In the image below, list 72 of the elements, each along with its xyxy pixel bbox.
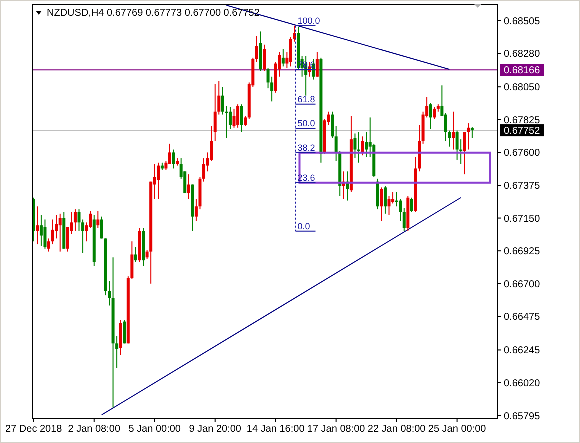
candlestick <box>429 102 432 130</box>
candlestick <box>255 36 258 63</box>
candlestick <box>402 208 406 232</box>
candlestick <box>380 187 384 222</box>
candlestick <box>187 174 190 200</box>
candlestick <box>456 130 459 160</box>
y-tick-label: 0.66700 <box>504 279 541 290</box>
candlestick <box>123 320 126 344</box>
candlestick <box>108 280 111 306</box>
y-tick-label: 0.66245 <box>504 346 541 357</box>
candlestick <box>240 104 244 133</box>
y-tick-label: 0.67825 <box>504 115 541 126</box>
candlestick <box>467 123 470 150</box>
x-tick-label: 22 Jan 08:00 <box>368 424 426 435</box>
candlestick <box>331 111 334 139</box>
candlestick <box>44 219 47 250</box>
x-tick-label: 9 Jan 20:00 <box>189 424 242 435</box>
candlestick <box>452 111 456 150</box>
candlestick <box>316 52 319 78</box>
x-tick-label: 14 Jan 16:00 <box>246 424 306 435</box>
y-tick-label: 0.66925 <box>504 246 541 258</box>
candlestick <box>58 213 62 252</box>
y-tick-label: 0.65795 <box>504 411 541 422</box>
y-tick-label: 0.68505 <box>504 16 541 28</box>
candlestick <box>172 149 176 170</box>
candlestick <box>51 219 54 246</box>
annotation: 100.0 <box>298 16 320 26</box>
y-tick-label: 0.67150 <box>504 214 541 225</box>
y-tick-label: 0.67600 <box>504 148 541 160</box>
candlestick <box>214 84 217 142</box>
candlestick <box>232 108 236 128</box>
x-tick-label: 2 Jan 08:00 <box>68 424 121 435</box>
candlestick <box>100 216 104 240</box>
candlestick <box>388 196 391 216</box>
candlestick <box>263 44 266 72</box>
annotation: 50.0 <box>298 118 316 129</box>
x-tick-label: 17 Jan 08:00 <box>307 424 366 435</box>
candlestick <box>228 107 232 130</box>
candlestick <box>354 133 357 160</box>
candlestick <box>48 238 51 252</box>
candlestick <box>168 143 172 165</box>
candlestick <box>244 116 248 127</box>
candlestick <box>392 192 395 204</box>
x-tick-label: 5 Jan 00:00 <box>128 424 182 435</box>
y-tick-label: 0.67375 <box>504 180 541 192</box>
x-tick-label: 25 Jan 00:00 <box>428 424 487 435</box>
candlestick <box>410 197 414 213</box>
candlestick <box>40 214 43 246</box>
candlestick <box>236 104 240 128</box>
candlestick <box>470 126 474 139</box>
annotation: 0.0 <box>298 221 310 232</box>
y-tick-label: 0.66475 <box>504 312 541 324</box>
candlestick <box>282 48 285 68</box>
y-tick-label: 0.68050 <box>504 82 541 94</box>
candlestick <box>384 186 387 214</box>
candlestick <box>202 158 206 182</box>
candlestick <box>157 162 160 200</box>
candlestick <box>134 246 138 263</box>
y-tick-label: 0.68280 <box>504 49 541 60</box>
ref-line-label: 0.68166 <box>504 66 541 77</box>
candlestick <box>36 206 40 246</box>
annotation: 38.2 <box>298 142 316 153</box>
candlestick <box>96 210 100 229</box>
annotation: 61.8 <box>298 94 316 104</box>
chart-title: NZDUSD,H4 0.67769 0.67773 0.67700 0.67752 <box>47 8 260 19</box>
candlestick <box>365 132 368 158</box>
y-tick-label: 0.66020 <box>504 378 541 390</box>
x-tick-label: 27 Dec 2018 <box>6 424 63 435</box>
candlestick <box>74 209 77 232</box>
candlestick <box>361 136 364 156</box>
candlestick <box>433 107 436 120</box>
ref-line-label: 0.67752 <box>504 126 541 138</box>
